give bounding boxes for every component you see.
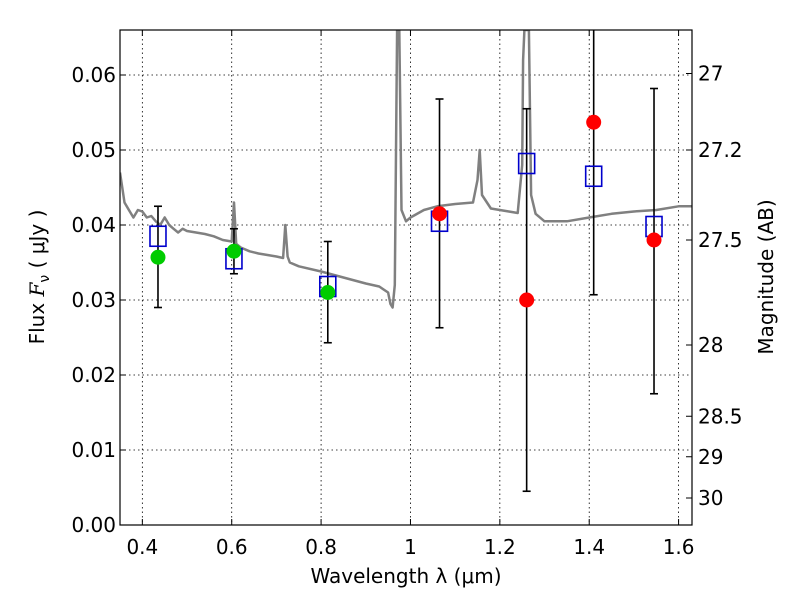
spectrum-layer [120,30,692,309]
model-spectrum-line [120,30,692,309]
y2-tick-label: 28.5 [698,404,743,428]
y-tick-label: 0.06 [71,63,116,87]
y-axis-label: Flux Fν ( μJy ) [25,210,53,345]
markers [149,114,663,308]
y2-axis-label: Magnitude (AB) [754,199,778,354]
non-detection-point [586,114,602,130]
y-tick-label: 0.00 [71,513,116,537]
y-tick-label: 0.03 [71,288,116,312]
y2-tick-label: 28 [698,333,723,357]
x-tick-label: 1.2 [484,535,516,559]
y-tick-label: 0.05 [71,138,116,162]
y-tick-label: 0.02 [71,363,116,387]
y2-tick-label: 27.5 [698,228,743,252]
tick-labels: 0.4 0.6 0.8 1 1.2 1.4 1.6 0.00 0.01 0.02 0.03 0.04 0… [71,62,742,560]
non-detection-point [519,292,535,308]
non-detection-point [646,232,662,248]
y2-tick-label: 27 [698,62,723,86]
x-axis-label: Wavelength λ (μm) [310,564,501,588]
detection-point [320,285,336,300]
x-tick-label: 0.8 [305,535,337,559]
x-tick-label: 0.6 [216,535,248,559]
detection-point [150,249,166,265]
y-tick-label: 0.04 [71,213,116,237]
y-tick-label: 0.01 [71,438,116,462]
x-tick-label: 0.4 [126,535,158,559]
grid [120,30,692,526]
plot-frame [119,29,693,526]
non-detection-point [432,206,448,222]
detection-point [226,243,242,259]
ticks [120,30,692,526]
y2-tick-label: 27.2 [698,138,743,162]
model-photometry-square [149,225,167,248]
model-photometry-square [517,152,536,175]
y2-tick-label: 30 [698,486,723,510]
x-tick-label: 1.4 [573,535,605,559]
model-photometry-square [584,165,603,188]
x-tick-label: 1.6 [663,535,695,559]
x-tick-label: 1 [404,535,417,559]
y2-tick-label: 29 [698,445,723,469]
